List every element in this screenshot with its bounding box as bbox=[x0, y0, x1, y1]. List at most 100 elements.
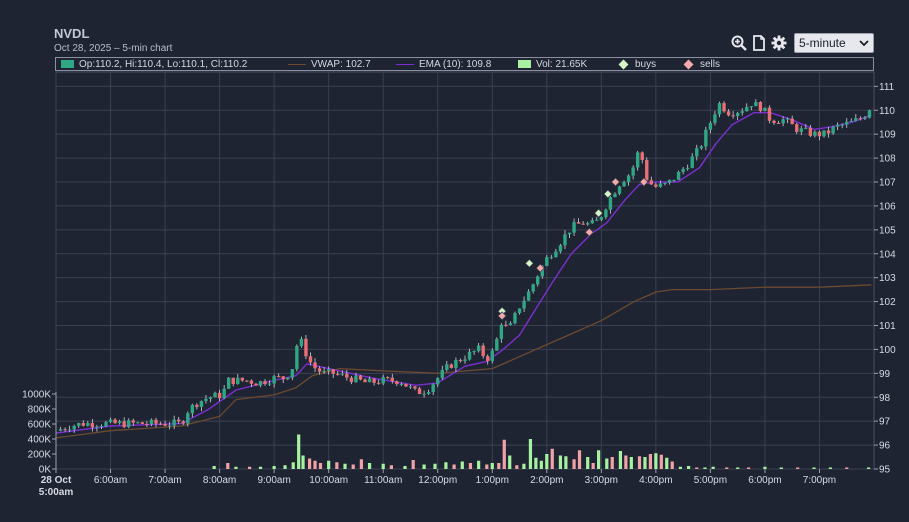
legend-ohlc-text: Op:110.2, Hi:110.4, Lo:110.1, Cl:110.2 bbox=[79, 58, 248, 70]
trade-markers bbox=[497, 177, 649, 321]
candle-body bbox=[831, 126, 835, 134]
chart-title: NVDL bbox=[54, 26, 90, 41]
volume-bar bbox=[866, 467, 871, 469]
volume-bar bbox=[515, 465, 519, 469]
ema-swatch bbox=[396, 63, 414, 65]
volume-bar bbox=[403, 466, 407, 469]
volume-bar bbox=[528, 439, 533, 469]
volume-bar bbox=[711, 466, 715, 469]
legend-buys: buys bbox=[618, 58, 656, 70]
candle-body bbox=[113, 419, 117, 424]
volume-bar bbox=[572, 459, 576, 469]
volume-bar bbox=[577, 450, 582, 469]
candle-body bbox=[772, 120, 776, 124]
volume-bar bbox=[497, 463, 501, 469]
candle-body bbox=[563, 234, 567, 246]
candle-body bbox=[717, 103, 722, 115]
candle-body bbox=[299, 338, 304, 346]
candle-body bbox=[726, 111, 731, 116]
candle-body bbox=[163, 423, 167, 426]
candle-body bbox=[663, 182, 667, 184]
volume-swatch bbox=[518, 60, 531, 68]
interval-select[interactable]: 5-minute bbox=[794, 33, 874, 53]
candle-body bbox=[236, 377, 240, 385]
plot-frame bbox=[55, 71, 875, 470]
candle-body bbox=[281, 376, 285, 380]
candle-body bbox=[522, 300, 526, 309]
candle-body bbox=[526, 291, 531, 301]
volume-bar bbox=[736, 467, 740, 469]
legend-sells-text: sells bbox=[700, 58, 721, 70]
volume-bar bbox=[351, 464, 355, 469]
volume-bars bbox=[212, 434, 871, 469]
candle-body bbox=[476, 345, 481, 352]
candle-body bbox=[549, 257, 554, 259]
candle-body bbox=[635, 152, 640, 168]
candle-body bbox=[349, 377, 354, 383]
time-tick-label: 28 Oct bbox=[41, 475, 72, 486]
candle-body bbox=[731, 115, 735, 117]
candle-body bbox=[167, 425, 172, 427]
candle-body bbox=[799, 128, 803, 132]
candle-body bbox=[604, 209, 608, 218]
candle-body bbox=[735, 112, 740, 117]
interval-select-value: 5-minute bbox=[799, 36, 846, 50]
candle-body bbox=[763, 107, 767, 112]
time-tick-label: 7:00am bbox=[148, 475, 181, 486]
candle-body bbox=[422, 393, 426, 395]
volume-bar bbox=[283, 465, 287, 469]
candle-body bbox=[363, 379, 367, 383]
document-icon[interactable] bbox=[750, 35, 767, 52]
price-tick-label: 103 bbox=[879, 273, 896, 284]
volume-bar bbox=[452, 464, 456, 469]
candle-body bbox=[513, 313, 517, 324]
candle-body bbox=[276, 376, 281, 378]
candle-body bbox=[658, 183, 663, 187]
time-tick-label: 11:00am bbox=[364, 475, 402, 486]
candle-body bbox=[558, 245, 563, 252]
buy-marker bbox=[594, 208, 604, 218]
candle-body bbox=[177, 419, 181, 422]
candle-body bbox=[267, 383, 272, 385]
volume-bar bbox=[624, 455, 628, 469]
volume-bar bbox=[335, 462, 339, 469]
legend-vol-text: Vol: 21.65K bbox=[536, 58, 588, 70]
candle-body bbox=[672, 179, 676, 181]
candle-body bbox=[354, 375, 358, 383]
candle-body bbox=[81, 423, 85, 426]
candle-body bbox=[390, 377, 394, 382]
candle-body bbox=[576, 222, 581, 224]
price-tick-label: 98 bbox=[879, 393, 891, 404]
volume-bar bbox=[678, 466, 683, 469]
candle-body bbox=[626, 175, 631, 183]
volume-bar bbox=[605, 458, 609, 469]
volume-bar bbox=[779, 467, 783, 469]
volume-bar bbox=[468, 463, 473, 469]
ema-line bbox=[55, 111, 872, 434]
candle-body bbox=[336, 373, 340, 375]
candle-body bbox=[295, 345, 299, 370]
candle-body bbox=[272, 376, 276, 384]
candle-body bbox=[858, 118, 863, 120]
candle-body bbox=[749, 106, 753, 108]
volume-bar bbox=[670, 461, 674, 469]
candle-body bbox=[849, 120, 853, 122]
candle-body bbox=[136, 422, 140, 424]
candle-body bbox=[690, 156, 694, 168]
candle-body bbox=[854, 118, 858, 121]
volume-bar bbox=[643, 457, 647, 469]
candle-body bbox=[131, 420, 135, 423]
candle-body bbox=[77, 423, 81, 426]
candle-body bbox=[758, 101, 763, 112]
volume-bar bbox=[828, 467, 832, 469]
volume-bar bbox=[618, 451, 623, 469]
candle-body bbox=[95, 426, 99, 428]
volume-bar bbox=[444, 462, 448, 469]
volume-bar bbox=[695, 467, 699, 469]
volume-bar bbox=[591, 463, 595, 469]
zoom-in-icon[interactable] bbox=[730, 35, 747, 52]
volume-bar bbox=[845, 467, 849, 469]
gear-icon[interactable] bbox=[770, 35, 787, 52]
candle-body bbox=[181, 421, 185, 424]
